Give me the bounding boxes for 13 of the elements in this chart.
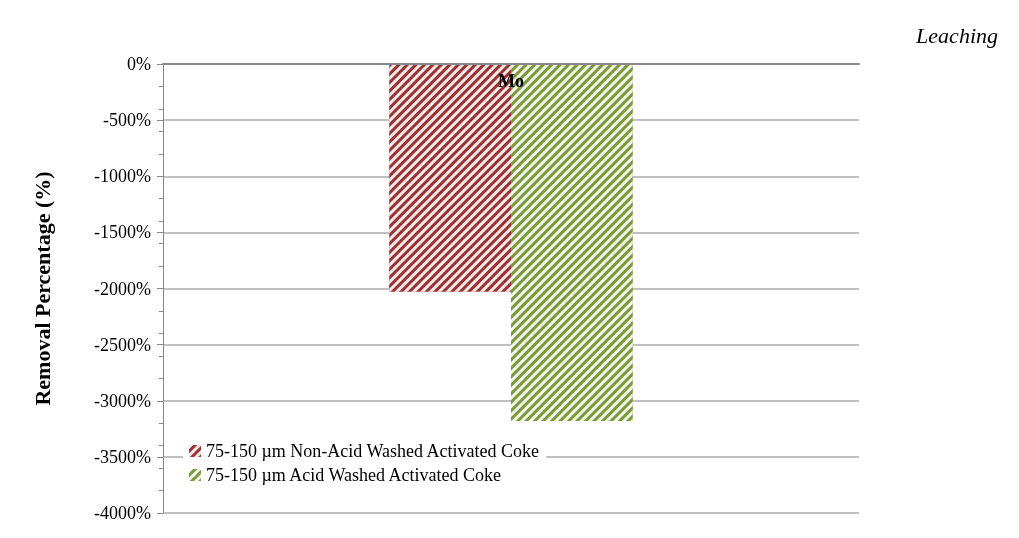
y-tick-label: -2000%: [94, 278, 151, 299]
legend-label: 75-150 µm Non-Acid Washed Activated Coke: [206, 441, 540, 461]
y-tick-label: 0%: [127, 54, 151, 74]
y-tick-label: -1000%: [94, 166, 151, 187]
y-tick-label: -2500%: [94, 334, 151, 355]
y-tick-label: -3000%: [94, 390, 151, 411]
text: Leaching: [915, 22, 999, 48]
y-tick-label: -1500%: [94, 222, 151, 243]
y-axis-title: Removal Percentage (%): [29, 171, 55, 406]
y-tick-label: -3500%: [94, 446, 151, 467]
y-tick-label: -4000%: [94, 503, 151, 523]
y-tick-label: -500%: [103, 110, 151, 131]
legend-label: 75-150 µm Acid Washed Activated Coke: [206, 465, 502, 485]
